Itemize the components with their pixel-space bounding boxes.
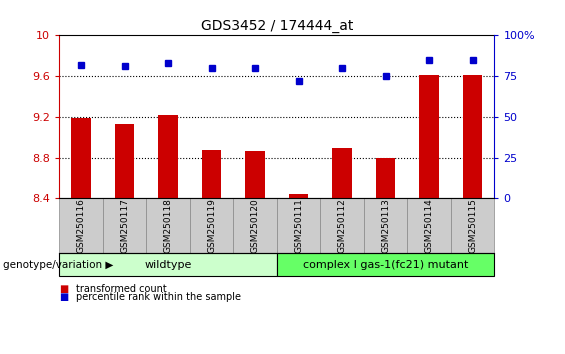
Text: GSM250119: GSM250119 (207, 198, 216, 253)
Text: percentile rank within the sample: percentile rank within the sample (76, 292, 241, 302)
Bar (463, 75, 483, 198)
Bar (332, 148, 352, 198)
Text: GSM250120: GSM250120 (251, 198, 259, 253)
Bar (158, 115, 178, 198)
Text: transformed count: transformed count (76, 284, 167, 293)
Text: GSM250112: GSM250112 (338, 198, 346, 253)
Bar (115, 124, 134, 198)
Text: GSM250113: GSM250113 (381, 198, 390, 253)
Bar (71, 118, 91, 198)
Bar (289, 194, 308, 198)
Text: GSM250114: GSM250114 (425, 198, 433, 253)
Text: GSM250116: GSM250116 (77, 198, 85, 253)
Text: genotype/variation ▶: genotype/variation ▶ (3, 259, 113, 270)
Text: ■: ■ (59, 284, 68, 293)
Text: GSM250117: GSM250117 (120, 198, 129, 253)
Text: GSM250115: GSM250115 (468, 198, 477, 253)
Bar (245, 152, 265, 198)
Text: wildtype: wildtype (145, 259, 192, 270)
Text: complex I gas-1(fc21) mutant: complex I gas-1(fc21) mutant (303, 259, 468, 270)
Title: GDS3452 / 174444_at: GDS3452 / 174444_at (201, 19, 353, 33)
Text: GSM250111: GSM250111 (294, 198, 303, 253)
Text: GSM250118: GSM250118 (164, 198, 172, 253)
Bar (419, 75, 439, 198)
Bar (202, 150, 221, 198)
Text: ■: ■ (59, 292, 68, 302)
Bar (376, 158, 396, 198)
